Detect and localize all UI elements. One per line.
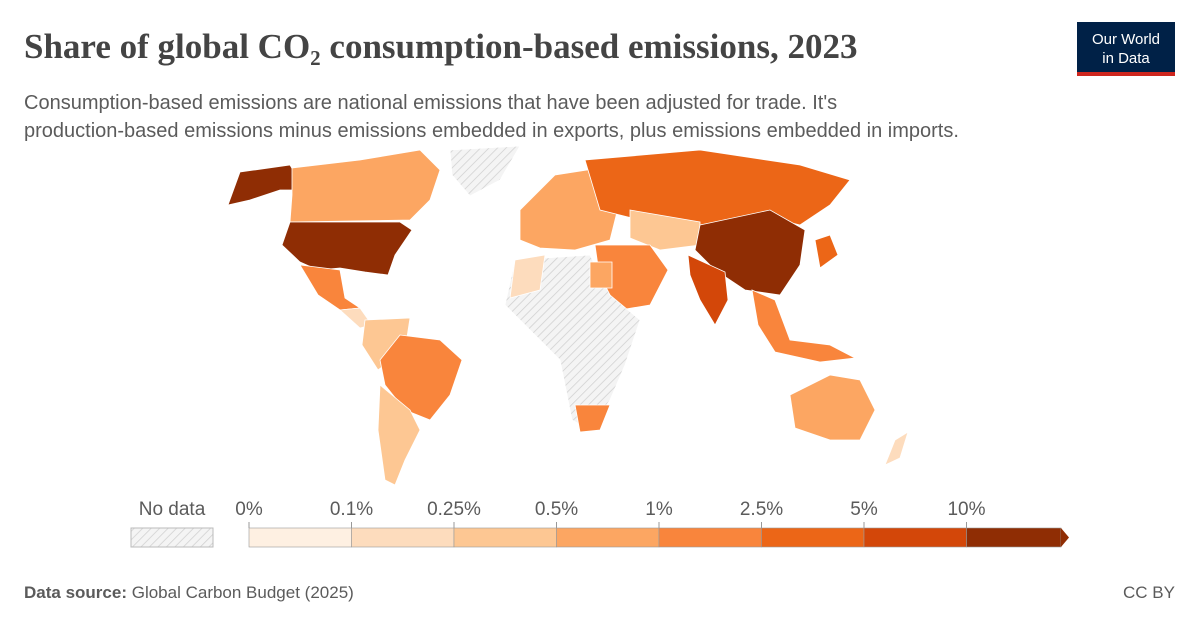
legend-bin	[966, 527, 1062, 548]
legend-bin	[248, 527, 352, 548]
legend-label: 10%	[947, 499, 985, 520]
japan	[814, 234, 839, 269]
logo-text: in Data	[1102, 50, 1150, 67]
australia	[789, 374, 876, 441]
legend-label: 0.5%	[535, 499, 578, 520]
canada	[289, 149, 441, 223]
legend-bin	[556, 527, 660, 548]
legend-bin	[863, 527, 967, 548]
legend-bin	[658, 527, 762, 548]
legend-label: 0.1%	[330, 499, 373, 520]
map	[227, 145, 909, 486]
legend-bin	[761, 527, 865, 548]
legend: No data 0% 0.1% 0.25% 0.5% 1% 2.5% 5% 10%	[130, 499, 1069, 548]
logo-bar	[1077, 72, 1175, 76]
logo-box	[1077, 22, 1175, 76]
subtitle: production-based emissions minus emissio…	[24, 120, 959, 142]
alaska	[227, 164, 306, 206]
legend-label: 0.25%	[427, 499, 481, 520]
southeast-asia	[751, 289, 857, 363]
central-asia	[629, 209, 701, 251]
legend-label: 0%	[235, 499, 263, 520]
egypt	[589, 261, 613, 289]
source-label: Data source:	[24, 583, 127, 602]
north-africa	[509, 254, 546, 299]
mexico	[299, 264, 362, 311]
source: Data source: Global Carbon Budget (2025)	[24, 583, 354, 602]
legend-label: 2.5%	[740, 499, 783, 520]
title: Share of global CO₂ consumption-based em…	[24, 27, 857, 66]
brazil	[379, 334, 463, 421]
legend-bin	[351, 527, 455, 548]
new-zealand	[884, 431, 909, 466]
logo[interactable]: Our World in Data	[1077, 22, 1175, 76]
source-text: Global Carbon Budget (2025)	[132, 583, 354, 602]
legend-arrow	[1061, 528, 1069, 547]
legend-label: 1%	[645, 499, 673, 520]
russia	[584, 149, 851, 226]
greenland	[449, 145, 521, 197]
logo-text: Our World	[1092, 31, 1160, 48]
legend-bin	[453, 527, 557, 548]
license: CC BY	[1123, 583, 1175, 602]
usa	[281, 221, 413, 276]
south-america-south	[377, 384, 421, 486]
south-africa	[574, 404, 611, 433]
legend-label: 5%	[850, 499, 878, 520]
legend-no-data-label: No data	[139, 499, 206, 520]
legend-no-data-swatch	[130, 527, 214, 548]
india	[687, 254, 729, 326]
subtitle: Consumption-based emissions are national…	[24, 92, 837, 114]
